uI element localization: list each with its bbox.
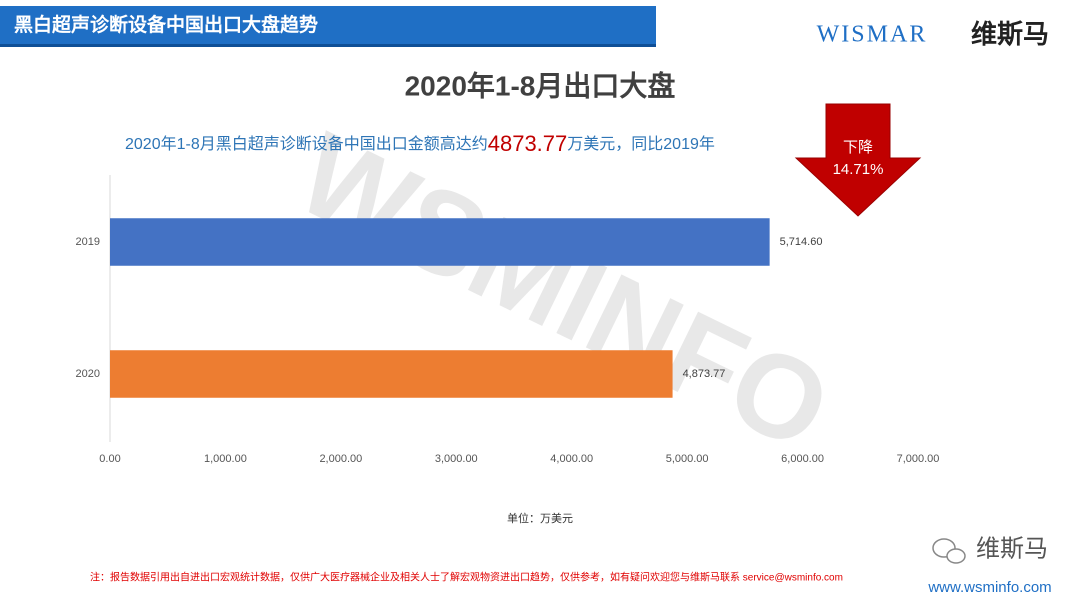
footnote: 注：报告数据引用出自进出口宏观统计数据，仅供广大医疗器械企业及相关人士了解宏观物…: [90, 571, 843, 584]
subtitle-prefix: 2020年1-8月黑白超声诊断设备中国出口金额高达约: [125, 135, 488, 153]
bar: [110, 350, 673, 398]
x-tick-label: 2,000.00: [319, 453, 362, 465]
subtitle-value: 4873.77: [488, 131, 568, 156]
x-tick-label: 7,000.00: [897, 453, 940, 465]
change-label: 下降: [843, 139, 873, 156]
down-arrow: [794, 103, 922, 217]
change-value: 14.71%: [833, 161, 884, 178]
x-tick-label: 5,000.00: [666, 453, 709, 465]
x-tick-label: 4,000.00: [550, 453, 593, 465]
banner: [0, 6, 656, 46]
subtitle-suffix: 万美元，同比2019年: [567, 135, 715, 153]
x-tick-label: 6,000.00: [781, 453, 824, 465]
x-axis-label: 单位：万美元: [507, 511, 573, 525]
x-tick-label: 3,000.00: [435, 453, 478, 465]
banner-title: 黑白超声诊断设备中国出口大盘趋势: [14, 13, 318, 36]
logo-cn: 维斯马: [971, 19, 1049, 50]
value-label: 4,873.77: [683, 368, 726, 380]
category-label: 2019: [76, 236, 100, 248]
website: www.wsminfo.com: [927, 579, 1051, 596]
x-tick-label: 0.00: [99, 453, 120, 465]
x-tick-label: 1,000.00: [204, 453, 247, 465]
subtitle: 2020年1-8月黑白超声诊断设备中国出口金额高达约4873.77万美元，同比2…: [125, 131, 715, 156]
wechat-icon: [932, 538, 966, 564]
watermark: WSMINFO: [279, 108, 849, 477]
wechat-name: 维斯马: [976, 535, 1048, 562]
bar: [110, 218, 770, 266]
category-label: 2020: [76, 368, 100, 380]
value-label: 5,714.60: [780, 236, 823, 248]
banner-shadow: [0, 44, 656, 47]
logo-en: WISMAR: [817, 22, 928, 48]
chart-title: 2020年1-8月出口大盘: [405, 69, 676, 101]
